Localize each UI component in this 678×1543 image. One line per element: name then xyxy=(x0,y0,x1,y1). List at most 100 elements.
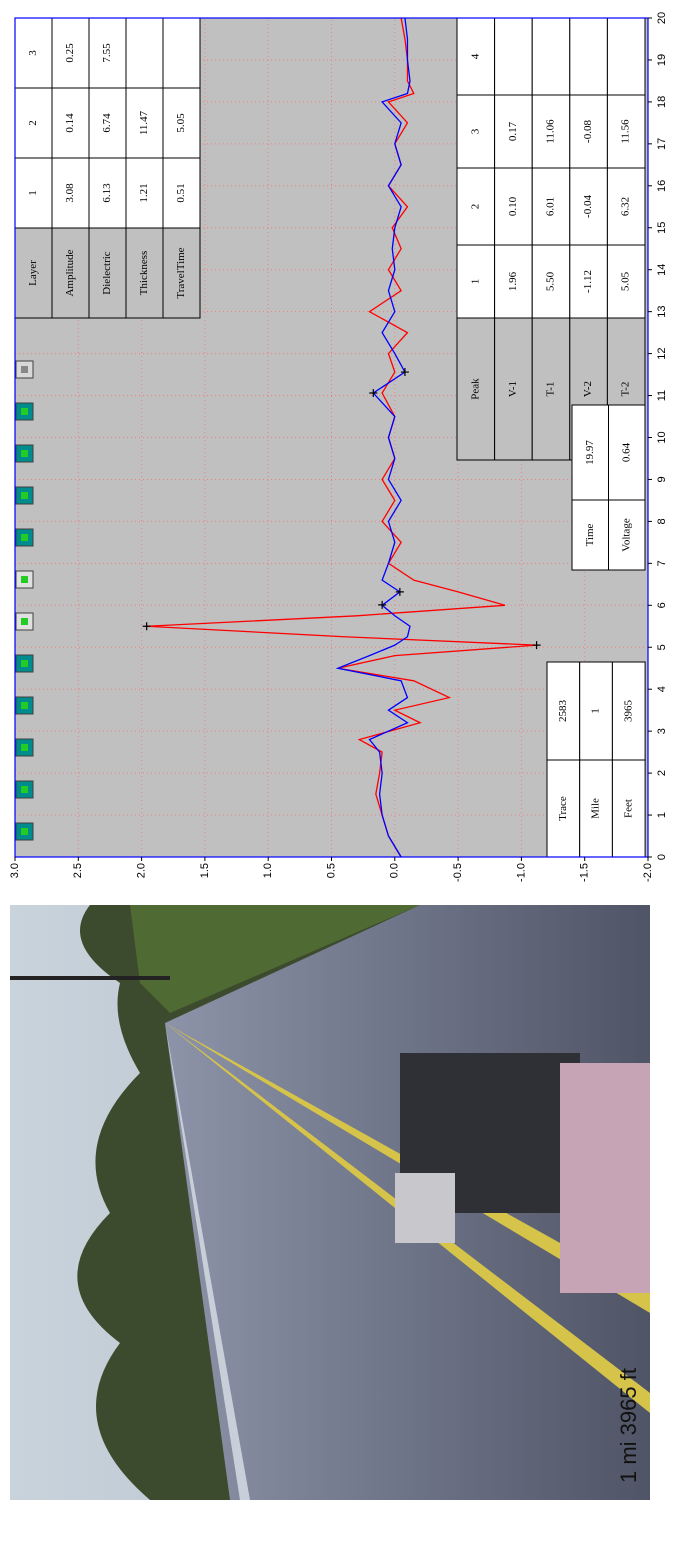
cell-text: 0.10 xyxy=(507,196,519,216)
y-tick-label: 1.5 xyxy=(199,863,211,878)
cell-text: V-1 xyxy=(507,381,519,397)
table-cell xyxy=(125,17,164,89)
cell-text: Mile xyxy=(590,798,602,819)
tool-icon xyxy=(21,702,28,709)
y-tick-label: -1.0 xyxy=(515,863,527,882)
y-tick-label: -2.0 xyxy=(642,863,654,882)
tool-icon xyxy=(21,408,28,415)
cell-text: 0.14 xyxy=(64,113,76,133)
cell-text: 11.47 xyxy=(138,110,150,135)
peak-marker xyxy=(400,368,409,377)
x-tick-label: 7 xyxy=(656,560,668,566)
x-tick-label: 2 xyxy=(656,770,668,776)
cell-text: 2583 xyxy=(557,700,569,723)
x-tick-label: 9 xyxy=(656,476,668,482)
cell-text: 3.08 xyxy=(64,183,76,203)
cell-text: 0.64 xyxy=(620,442,632,462)
cell-text: 4 xyxy=(469,53,481,59)
y-tick-label: 1.0 xyxy=(262,863,274,878)
tool-icon xyxy=(21,744,28,751)
cell-text: 7.55 xyxy=(101,43,113,63)
x-tick-label: 16 xyxy=(656,180,668,192)
cell-text: 2 xyxy=(469,204,481,210)
tool-icon xyxy=(21,786,28,793)
readout-table: Time 19.97 Voltage 0.64 xyxy=(571,404,646,571)
x-tick-label: 13 xyxy=(656,306,668,318)
tool-icon xyxy=(21,828,28,835)
x-tick-label: 1 xyxy=(656,812,668,818)
table-cell xyxy=(608,404,646,501)
x-tick-label: 14 xyxy=(656,264,668,276)
cell-text: 11.06 xyxy=(545,119,557,144)
tool-icon xyxy=(21,492,28,499)
peak-marker xyxy=(369,389,378,398)
x-tick-label: 19 xyxy=(656,54,668,66)
traces xyxy=(142,17,541,858)
cell-text: 1 xyxy=(27,190,39,196)
y-tick-label: 3.0 xyxy=(9,863,21,878)
tool-icon xyxy=(21,366,28,373)
x-tick-label: 11 xyxy=(656,390,668,401)
y-tick-label: 2.5 xyxy=(72,863,84,878)
cell-text: Time xyxy=(584,523,596,546)
x-tick-label: 18 xyxy=(656,96,668,108)
cell-text: Feet xyxy=(622,799,634,818)
cell-text: T-2 xyxy=(620,382,632,397)
cell-text: 3 xyxy=(27,50,39,56)
toolbar xyxy=(15,360,34,841)
cell-text: 0.17 xyxy=(507,121,519,141)
layer-table: Layer 1 2 3 Amplitude 3.08 0.14 0.25 Dielectric 6… xyxy=(14,17,201,319)
cell-text: T-1 xyxy=(545,382,557,397)
table-cell xyxy=(494,17,533,96)
cell-text: 6.74 xyxy=(101,113,113,133)
x-tick-label: 20 xyxy=(656,12,668,24)
peak-marker xyxy=(532,641,541,650)
cell-text: 6.01 xyxy=(545,197,557,216)
x-tick-label: 12 xyxy=(656,347,668,359)
peak-marker xyxy=(142,622,151,631)
cell-text: 3965 xyxy=(622,700,634,723)
table-cell xyxy=(162,17,201,89)
peak-marker xyxy=(395,587,404,596)
x-tick-label: 17 xyxy=(656,138,668,150)
road-photo: 1 mi 3965 ft xyxy=(10,905,650,1500)
y-tick-label: -1.5 xyxy=(579,863,591,882)
cell-text: Dielectric xyxy=(101,251,113,294)
cell-text: 5.05 xyxy=(175,113,187,133)
table-cell xyxy=(569,17,608,96)
table-cell xyxy=(531,17,571,96)
x-tick-label: 4 xyxy=(656,686,668,692)
cell-text: Peak xyxy=(469,378,481,400)
table-cell xyxy=(611,661,646,761)
cell-text: 6.32 xyxy=(620,197,632,216)
peak-table: Peak 1 2 3 4 V-1 1.96 0.10 0.17 T-1 5.50 6.01 11.06 V… xyxy=(456,17,646,461)
x-tick-label: 8 xyxy=(656,518,668,524)
cell-text: V-2 xyxy=(582,381,594,397)
cell-text: 1 xyxy=(590,708,602,714)
y-tick-label: 2.0 xyxy=(136,863,148,878)
trace-table: Trace 2583 Mile 1 Feet 3965 xyxy=(546,661,646,858)
cell-text: 6.13 xyxy=(101,183,113,203)
cell-text: 1.21 xyxy=(138,183,150,202)
cell-text: 3 xyxy=(469,128,481,134)
x-tick-label: 5 xyxy=(656,644,668,650)
cell-text: TravelTime xyxy=(175,247,187,298)
photo-caption: 1 mi 3965 ft xyxy=(616,1368,641,1483)
tool-icon xyxy=(21,618,28,625)
tables: Layer 1 2 3 Amplitude 3.08 0.14 0.25 Dielectric 6… xyxy=(14,17,646,858)
cell-text: 0.51 xyxy=(175,183,187,202)
cell-text: 2 xyxy=(27,120,39,126)
tool-icon xyxy=(21,534,28,541)
cell-text: 0.25 xyxy=(64,43,76,63)
cell-text: Trace xyxy=(557,796,569,821)
x-tick-label: 3 xyxy=(656,728,668,734)
x-tick-label: 0 xyxy=(656,854,668,860)
cell-text: -0.08 xyxy=(582,120,594,143)
cell-text: 19.97 xyxy=(584,440,596,465)
x-tick-label: 10 xyxy=(656,431,668,443)
x-tick-label: 6 xyxy=(656,602,668,608)
trace-line xyxy=(335,17,411,858)
